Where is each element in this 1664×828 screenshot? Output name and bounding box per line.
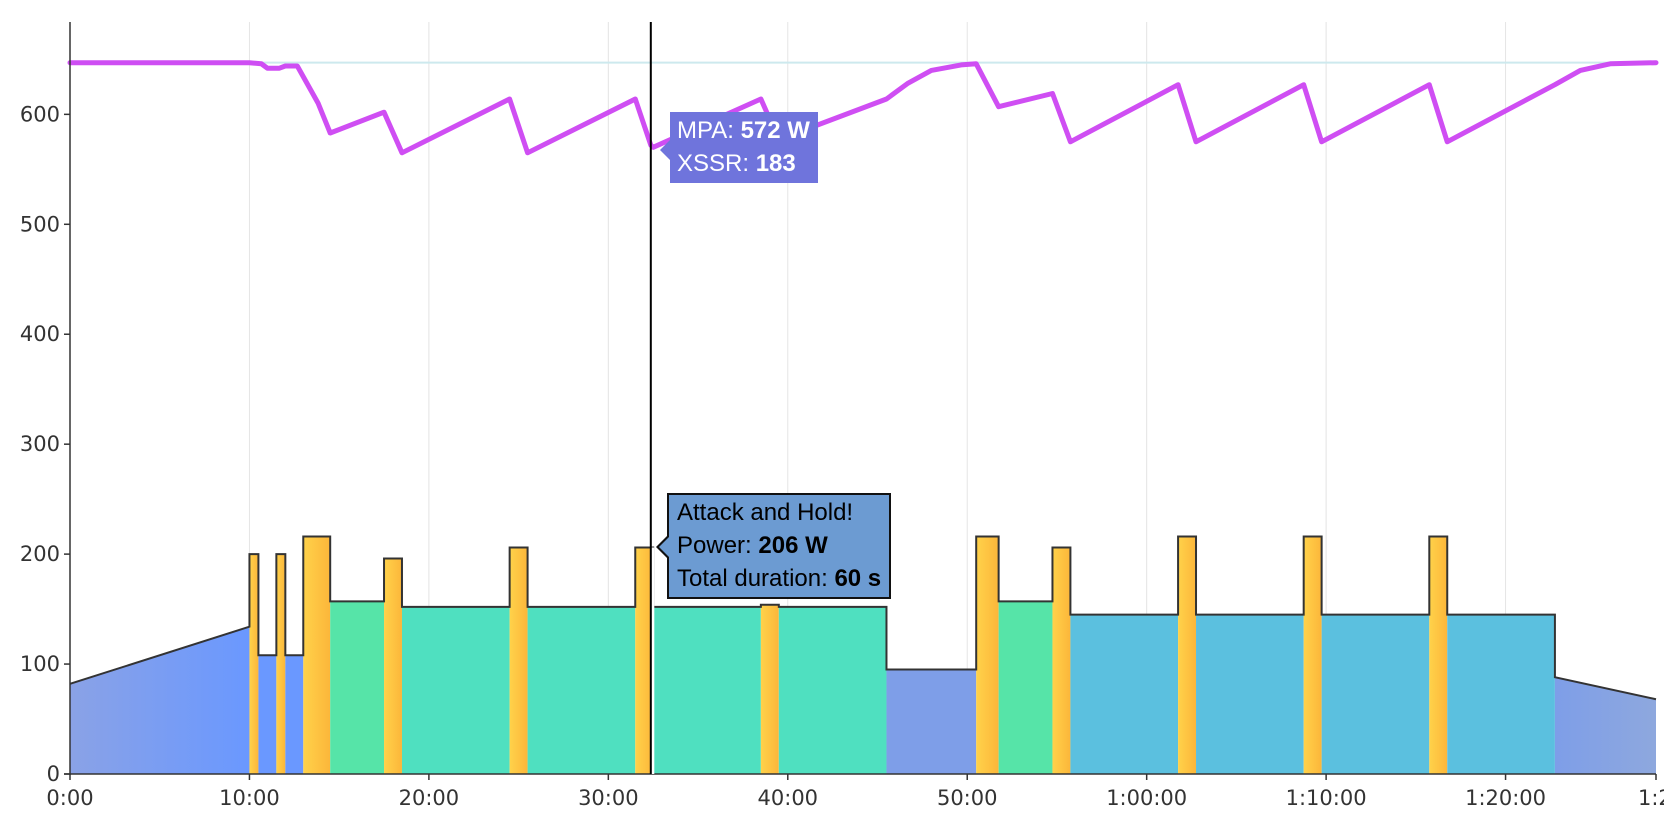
y-tick-label: 100: [20, 652, 60, 676]
mpa-value: 572 W: [740, 117, 810, 144]
x-tick-label: 1:00:00: [1106, 786, 1187, 810]
duration-value: 60 s: [834, 565, 882, 592]
x-tick-label: 0:00: [46, 786, 93, 810]
power-label: Power:: [677, 532, 759, 559]
duration-row: Total duration: 60 s: [677, 562, 881, 595]
power-segment-warmup: [70, 626, 250, 774]
power-segment-steady_green: [998, 601, 1053, 774]
power-segment-recovery: [1554, 677, 1656, 774]
power-segment-steady_green: [330, 601, 385, 774]
power-segment-interval: [509, 547, 528, 774]
mpa-line: [67, 60, 1659, 156]
y-tick-label: 400: [20, 322, 60, 346]
power-segment-steady_blue: [1196, 614, 1304, 774]
power-segment-interval: [1429, 536, 1448, 774]
power-segment-steady_teal: [653, 606, 761, 774]
power-segment-interval: [1303, 536, 1322, 774]
mpa-tooltip: MPA: 572 W XSSR: 183: [660, 112, 818, 183]
x-tick-label: 50:00: [937, 786, 998, 810]
y-tick-label: 600: [20, 102, 60, 126]
power-segment-steady_blue: [1321, 614, 1430, 774]
x-tick-label: 1:27:: [1638, 786, 1664, 810]
power-segment-interval: [384, 558, 402, 774]
y-tick-label: 500: [20, 212, 60, 236]
power-row: Power: 206 W: [677, 529, 881, 562]
y-tick-label: 0: [47, 762, 60, 786]
power-segment-steady_teal: [401, 606, 510, 774]
mpa-series: [67, 60, 1659, 156]
x-tick-label: 1:10:00: [1286, 786, 1367, 810]
power-outline: [69, 535, 1657, 701]
x-tick-label: 40:00: [758, 786, 819, 810]
x-tick-label: 1:20:00: [1465, 786, 1546, 810]
power-segment-steady_blue: [1447, 614, 1555, 774]
interval-title: Attack and Hold!: [677, 499, 854, 526]
power-segment-interval: [303, 536, 331, 774]
y-tick-label: 300: [20, 432, 60, 456]
interval-tooltip: Attack and Hold! Power: 206 W Total dura…: [655, 493, 892, 599]
x-tick-label: 20:00: [399, 786, 460, 810]
mpa-label: MPA:: [677, 117, 741, 144]
axes: 0 100 200 300 400 500 600 0:00 10:00 20:00 30:00 40…: [20, 22, 1664, 810]
power-segment-interval: [1178, 536, 1197, 774]
power-outline-path: [69, 535, 1657, 701]
y-tick-label: 200: [20, 542, 60, 566]
xssr-label: XSSR:: [677, 150, 756, 177]
power-segment-steady_teal: [527, 606, 636, 774]
power-segment-recovery: [886, 669, 977, 774]
hover-cursor: [649, 22, 655, 774]
power-segment-interval: [760, 604, 779, 774]
power-segment-interval: [249, 554, 259, 774]
power-value: 206 W: [758, 532, 828, 559]
power-segment-interval: [635, 547, 654, 774]
power-segment-interval: [276, 554, 286, 774]
power-segment-warmup: [285, 655, 304, 774]
xssr-row: XSSR: 183: [677, 147, 810, 180]
power-segment-interval: [976, 536, 999, 774]
power-segment-steady_teal: [778, 606, 887, 774]
power-segments: [70, 536, 1656, 774]
x-tick-label: 30:00: [578, 786, 639, 810]
power-segment-steady_blue: [1070, 614, 1179, 774]
power-segment-warmup: [258, 655, 277, 774]
duration-label: Total duration:: [677, 565, 835, 592]
power-segment-interval: [1052, 547, 1071, 774]
mpa-row: MPA: 572 W: [677, 114, 810, 147]
x-tick-label: 10:00: [219, 786, 280, 810]
xssr-value: 183: [755, 150, 796, 177]
